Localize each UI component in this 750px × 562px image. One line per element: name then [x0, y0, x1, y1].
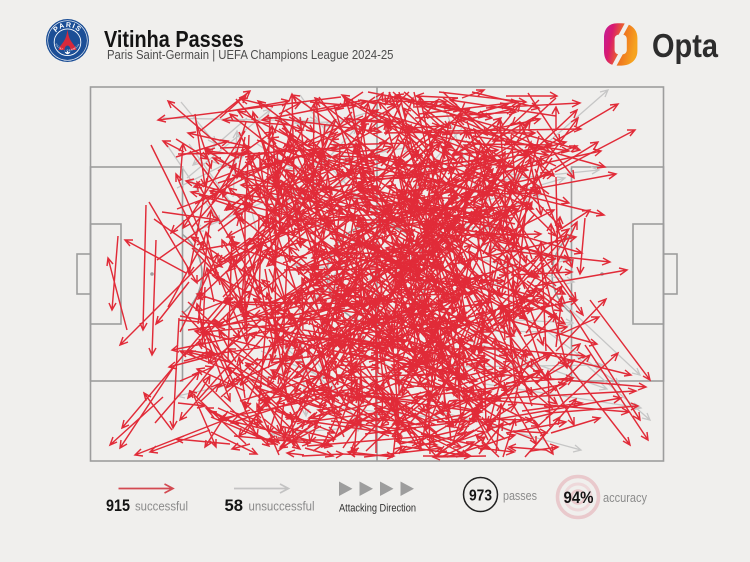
svg-text:915: 915 [106, 497, 130, 515]
svg-text:PARIS: PARIS [52, 21, 83, 34]
svg-text:accuracy: accuracy [603, 490, 647, 505]
svg-text:unsuccessful: unsuccessful [249, 499, 315, 514]
svg-text:successful: successful [135, 499, 188, 514]
svg-text:94%: 94% [564, 489, 594, 507]
svg-text:58: 58 [225, 497, 244, 515]
svg-text:passes: passes [503, 488, 537, 503]
svg-text:Attacking Direction: Attacking Direction [339, 503, 416, 515]
svg-text:Opta: Opta [652, 27, 719, 64]
svg-text:973: 973 [469, 488, 492, 505]
